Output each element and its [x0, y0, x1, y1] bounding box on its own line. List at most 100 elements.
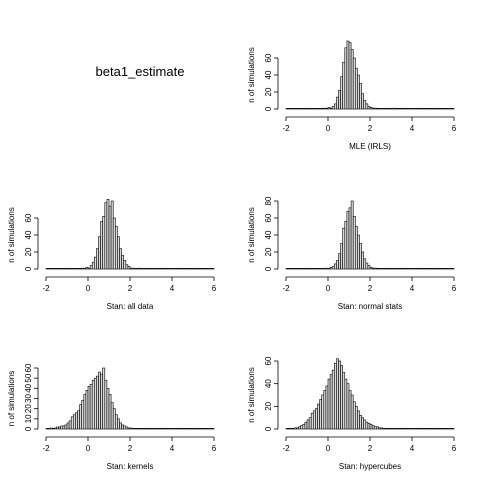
histogram-bar: [357, 234, 360, 270]
histogram-bar: [308, 108, 312, 110]
histogram-bar: [127, 266, 131, 270]
x-tick-label: 2: [368, 284, 373, 293]
histogram-bar: [188, 268, 192, 270]
histogram-bar: [294, 268, 297, 270]
histogram-bar: [163, 428, 167, 430]
histogram-bar: [58, 268, 61, 270]
y-tick-label: 40: [264, 379, 273, 388]
x-tick-label: -2: [282, 284, 290, 293]
histogram-bar: [428, 428, 432, 430]
histogram-bar: [327, 107, 331, 110]
histogram-bar: [175, 428, 179, 430]
histogram-bar: [369, 424, 373, 430]
histogram-bar: [430, 268, 434, 270]
histogram-bar: [306, 108, 310, 110]
histogram-bar: [327, 268, 331, 270]
histogram-bar: [363, 419, 367, 430]
x-tick-label: 4: [410, 284, 415, 293]
histogram-bar: [388, 108, 392, 110]
histogram-bar: [447, 428, 451, 430]
histogram-bar: [312, 410, 316, 430]
histogram-bar: [205, 428, 209, 430]
histogram-bar: [396, 108, 400, 110]
x-tick-label: 0: [326, 284, 331, 293]
histogram-bar: [192, 428, 196, 430]
histogram-bar: [75, 268, 78, 270]
histogram-bar: [323, 107, 327, 110]
histogram-bar: [163, 268, 167, 270]
histogram-bar: [430, 108, 434, 110]
histogram-bar: [331, 106, 335, 110]
histogram-bar: [180, 268, 183, 270]
x-tick-label: 0: [86, 284, 91, 293]
histogram-bar: [399, 108, 402, 110]
x-tick-label: 4: [170, 444, 175, 453]
histogram-bar: [306, 419, 310, 430]
histogram-bar: [190, 268, 194, 270]
histogram-bar: [194, 268, 198, 270]
histogram-bar: [394, 108, 398, 110]
histogram-bar: [319, 399, 323, 430]
histogram-bar: [432, 268, 436, 270]
y-tick-label: 40: [264, 70, 273, 79]
histogram-bar: [340, 365, 344, 430]
histogram-bar: [315, 268, 318, 270]
histogram-bar: [45, 428, 49, 430]
histogram-bar: [154, 428, 158, 430]
histogram-bar: [369, 266, 373, 270]
histogram-bar: [388, 428, 392, 430]
y-tick-label: 60: [24, 363, 33, 372]
histogram-bar: [342, 61, 346, 110]
histogram-bar: [123, 260, 127, 270]
histogram-bar: [115, 414, 118, 430]
histogram-bar: [422, 108, 425, 110]
histogram-bar: [209, 268, 213, 270]
x-tick-label: 2: [128, 444, 133, 453]
histogram-bar: [367, 423, 371, 430]
histogram-bar: [148, 268, 152, 270]
histogram-bar: [336, 96, 339, 110]
histogram-bar: [136, 268, 139, 270]
histogram-bar: [422, 428, 425, 430]
histogram-bar: [154, 268, 158, 270]
histogram-bar: [73, 268, 76, 270]
x-tick-label: 2: [368, 124, 373, 133]
histogram-bar: [449, 268, 453, 270]
histogram-bar: [306, 268, 310, 270]
histogram-bar: [348, 390, 352, 430]
histogram-bar: [70, 268, 74, 270]
histogram-bar: [428, 268, 432, 270]
histogram-bar: [123, 425, 127, 430]
histogram-bar: [378, 268, 381, 270]
histogram-bar: [136, 428, 139, 430]
histogram-bar: [100, 373, 103, 430]
histogram-bar: [203, 268, 206, 270]
histogram-bar: [438, 268, 442, 270]
x-tick-label: -2: [42, 284, 50, 293]
histogram-bar: [340, 76, 344, 110]
histogram-bar: [188, 428, 192, 430]
histogram-bar: [405, 428, 409, 430]
histogram-bar: [346, 40, 350, 110]
histogram-bar: [169, 268, 173, 270]
histogram-bar: [94, 256, 97, 270]
histogram-bar: [121, 424, 124, 430]
x-tick-label: -2: [282, 124, 290, 133]
histogram-bar: [413, 268, 417, 270]
histogram-bar: [91, 379, 95, 430]
histogram-bar: [89, 383, 93, 430]
histogram-bar: [68, 268, 72, 270]
histogram-bar: [178, 428, 181, 430]
histogram-bar: [384, 428, 388, 430]
histogram-bar: [108, 394, 112, 430]
histogram-bar: [319, 108, 323, 110]
histogram-bar: [175, 268, 179, 270]
y-tick-label: 60: [24, 213, 33, 222]
x-tick-label: 6: [452, 444, 457, 453]
y-tick-label: 50: [24, 373, 33, 382]
histogram-bar: [87, 267, 91, 270]
histogram-bar: [73, 414, 76, 430]
x-tick-label: 6: [452, 124, 457, 133]
